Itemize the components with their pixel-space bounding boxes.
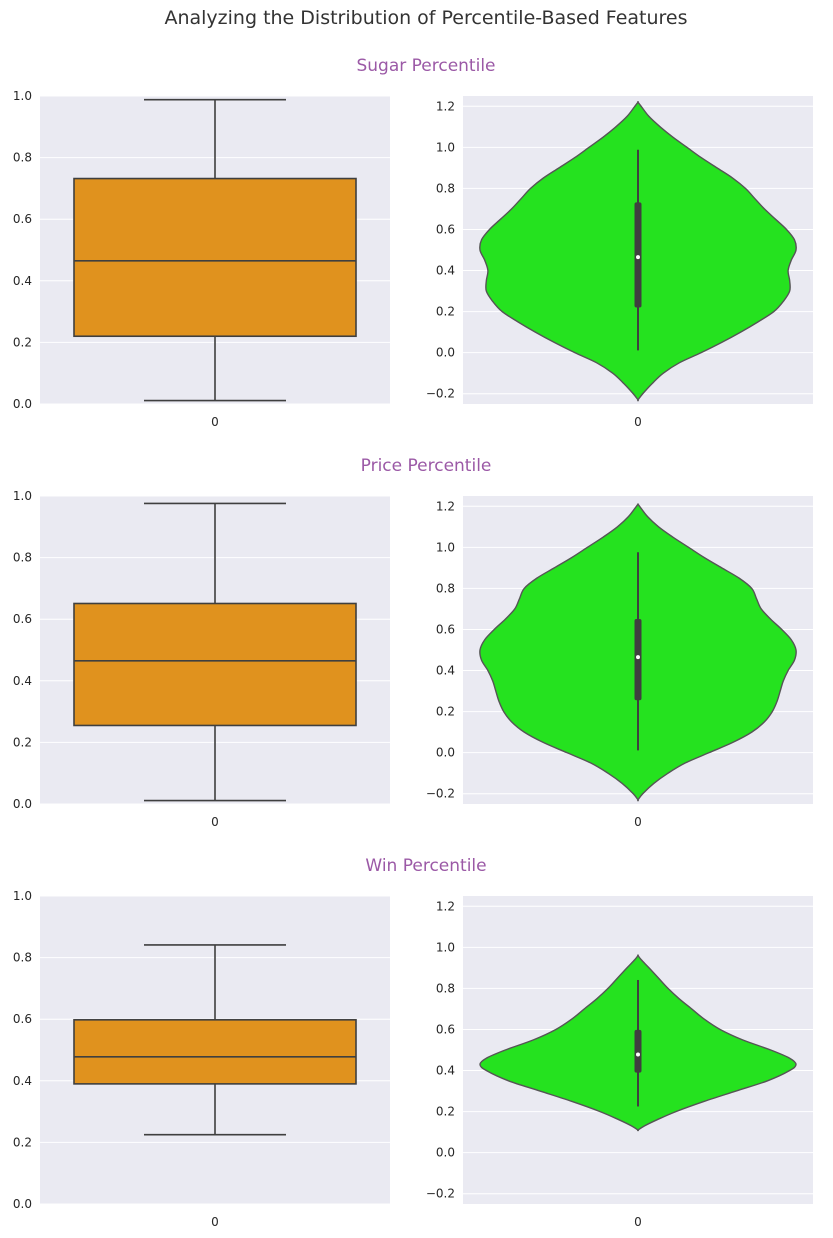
y-tick-label: 0.6	[436, 622, 455, 636]
y-tick-label: 0.4	[13, 274, 32, 288]
y-tick-label: 0.6	[13, 1012, 32, 1026]
y-tick-label: 1.0	[436, 940, 455, 954]
y-tick-label: 0.8	[13, 151, 32, 165]
x-tick-label: 0	[211, 1215, 219, 1229]
y-tick-label: 1.0	[436, 540, 455, 554]
y-tick-label: 0.2	[436, 305, 455, 319]
y-tick-label: −0.2	[426, 1187, 455, 1201]
x-tick-label: 0	[634, 415, 642, 429]
boxplot-panel-4: Win Percentile 0.0 0.2 0.4 0.6 0.8 1.0 0	[13, 856, 487, 1229]
y-tick-label: 0.2	[13, 1135, 32, 1149]
y-tick-label: −0.2	[426, 787, 455, 801]
figure-title: Analyzing the Distribution of Percentile…	[164, 7, 687, 29]
y-tick-label: 0.8	[13, 951, 32, 965]
box-iqr	[73, 177, 357, 338]
y-tick-label: 0.2	[436, 705, 455, 719]
y-tick-label: 0.4	[13, 1074, 32, 1088]
y-tick-label: 1.2	[436, 99, 455, 113]
violin-median-dot	[636, 655, 640, 660]
boxplot-panel-0: Sugar Percentile 0.0 0.2 0.4 0.6 0.8 1.0 0	[13, 56, 496, 429]
y-tick-label: 0.0	[13, 1197, 32, 1211]
box-iqr	[73, 1019, 357, 1085]
violin-panel-5: −0.2 0.0 0.2 0.4 0.6 0.8 1.0 1.2 0	[426, 896, 813, 1229]
x-tick-label: 0	[211, 815, 219, 829]
chart-grid: Sugar Percentile 0.0 0.2 0.4 0.6 0.8 1.0 0 −0.2 0…	[13, 56, 813, 1229]
y-tick-label: 0.8	[436, 981, 455, 995]
y-tick-label: 1.0	[436, 140, 455, 154]
y-tick-label: 0.4	[436, 664, 455, 678]
y-tick-label: 1.0	[13, 489, 32, 503]
y-tick-label: 0.6	[13, 612, 32, 626]
y-tick-label: 0.8	[436, 181, 455, 195]
y-tick-label: 1.2	[436, 499, 455, 513]
y-tick-label: 0.4	[436, 1064, 455, 1078]
box-iqr	[73, 602, 357, 727]
section-title: Price Percentile	[361, 456, 492, 476]
y-tick-label: 0.0	[13, 397, 32, 411]
violin-iqr-bar	[634, 1029, 642, 1073]
y-tick-label: 0.0	[436, 1146, 455, 1160]
section-title: Win Percentile	[365, 856, 486, 876]
y-tick-label: 0.8	[436, 581, 455, 595]
violin-iqr-bar	[634, 202, 642, 308]
violin-median-dot	[636, 1052, 640, 1057]
y-tick-label: 0.0	[13, 797, 32, 811]
y-tick-label: 0.8	[13, 551, 32, 565]
y-tick-label: 0.2	[13, 735, 32, 749]
section-title: Sugar Percentile	[356, 56, 495, 76]
x-tick-label: 0	[634, 815, 642, 829]
x-tick-label: 0	[211, 415, 219, 429]
violin-panel-1: −0.2 0.0 0.2 0.4 0.6 0.8 1.0 1.2 0	[426, 96, 813, 429]
y-tick-label: −0.2	[426, 387, 455, 401]
y-tick-label: 0.4	[13, 674, 32, 688]
y-tick-label: 1.2	[436, 899, 455, 913]
boxplot-panel-2: Price Percentile 0.0 0.2 0.4 0.6 0.8 1.0 0	[13, 456, 491, 829]
y-tick-label: 0.2	[13, 335, 32, 349]
violin-iqr-bar	[634, 618, 642, 701]
violin-panel-3: −0.2 0.0 0.2 0.4 0.6 0.8 1.0 1.2 0	[426, 496, 813, 829]
y-tick-label: 0.6	[13, 212, 32, 226]
y-tick-label: 0.0	[436, 746, 455, 760]
y-tick-label: 0.6	[436, 222, 455, 236]
y-tick-label: 0.0	[436, 346, 455, 360]
violin-median-dot	[636, 255, 640, 260]
x-tick-label: 0	[634, 1215, 642, 1229]
y-tick-label: 0.2	[436, 1105, 455, 1119]
y-tick-label: 0.6	[436, 1022, 455, 1036]
y-tick-label: 1.0	[13, 889, 32, 903]
y-tick-label: 1.0	[13, 89, 32, 103]
y-tick-label: 0.4	[436, 264, 455, 278]
